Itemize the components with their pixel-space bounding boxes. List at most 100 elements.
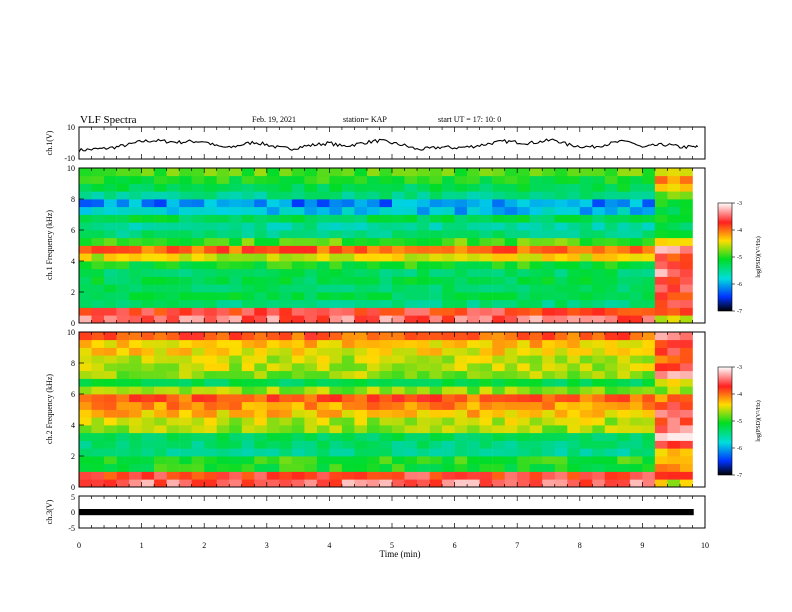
spec1-cell [104,307,117,316]
spec2-cell [642,401,656,410]
spec1-cell [304,222,318,231]
spec1-cell [341,230,355,239]
spec1-cell [492,276,505,285]
spec1-cell [116,175,130,184]
spec2-cell [329,417,343,426]
spec1-cell [429,315,443,324]
spec2-cell [467,471,480,480]
ch1-waveform-ytick-bottom: -10 [64,154,75,163]
spec2-cell [216,479,230,488]
spec2-cell [266,370,280,379]
spec2-cell [241,347,255,356]
spec1-cell [667,307,681,316]
spec1-cell [417,214,430,223]
spec2-cell [680,355,693,364]
spec2-cell [104,355,117,364]
spec2-cell [517,440,530,449]
spec2-cell [329,394,343,403]
spec1-cell [166,315,180,324]
spec2-cell [467,355,480,364]
spec2-cell [567,471,581,480]
spec2-cell [104,440,117,449]
spec2-cell [329,471,343,480]
spec1-cell [604,284,618,293]
spec1-cell [492,199,505,208]
spec2-cell [629,409,643,418]
spec1-cell [379,261,393,270]
spec1-cell [467,206,480,215]
spec1-colorbar-tick-label: -3 [737,201,742,207]
spec1-cell [254,292,268,301]
spec2-cell [304,463,318,472]
spec2-cell [629,456,643,465]
ch3-waveform-panel: ch.3(V) 5 0 -5 0 1 2 3 4 5 6 7 8 9 10 Time (min) [45,493,709,559]
spec1-cell [629,307,643,316]
spec2-cell [304,339,318,348]
spec2-cell [216,332,230,341]
spec1-cell [216,268,230,277]
spec1-cell [554,168,568,177]
spec2-cell [442,440,455,449]
spec2-cell [79,448,92,457]
spec1-cell [379,307,393,316]
spec2-cell [316,370,330,379]
spec1-cell [141,191,155,200]
spec2-cell [517,370,530,379]
spec1-cell [204,307,217,316]
spec2-cell [517,363,530,372]
ch3-waveform-ylabel: ch.3(V) [45,499,54,524]
spec1-cell [291,222,305,231]
spec1-ytick-label: 6 [71,226,75,235]
spec2-cell [229,394,242,403]
spec1-cell [166,206,180,215]
spec2-cell [229,440,242,449]
spec2-cell [129,370,142,379]
spec2-cell [254,401,268,410]
spec1-cell [529,292,543,301]
spec2-cell [316,425,330,434]
spec2-cell [567,409,581,418]
spec1-cell [479,199,493,208]
spec1-cell [279,183,293,192]
spec2-cell [79,355,92,364]
spec2-cell [429,394,443,403]
spec2-cell [279,401,293,410]
spec2-cell [604,347,618,356]
spec2-cell [604,355,618,364]
spec1-cell [304,261,318,270]
spec2-cell [680,339,693,348]
spec2-cell [504,386,518,395]
spec2-cell [229,448,242,457]
spec1-cell [379,175,393,184]
spec1-cell [467,315,480,324]
spec1-cell [291,292,305,301]
spec2-cell [517,386,530,395]
spec2-cell [341,448,355,457]
spec1-cell [279,222,293,231]
spec1-cell [266,284,280,293]
spec1-cell [129,245,142,254]
spec2-cell [191,378,205,387]
spec2-cell [592,409,606,418]
spec2-cell [604,417,618,426]
spec2-cell [191,425,205,434]
spec1-cell [442,222,455,231]
spec1-cell [141,183,155,192]
spec2-cell [504,448,518,457]
spec1-cell [179,292,192,301]
spec2-cell [404,378,418,387]
spec1-cell [404,237,418,246]
spec1-cell [329,292,343,301]
spec2-cell [567,425,581,434]
spec1-cell [379,183,393,192]
spec1-cell [316,183,330,192]
spec2-cell [254,363,268,372]
spec2-cell [216,355,230,364]
spec2-cell [542,339,555,348]
spec1-cell [654,230,668,239]
spec1-cell [241,253,255,262]
spec1-cell [204,299,217,308]
spec1-cell [341,175,355,184]
spec1-colorbar-tick-label: -5 [737,255,742,261]
spec2-cell [216,425,230,434]
